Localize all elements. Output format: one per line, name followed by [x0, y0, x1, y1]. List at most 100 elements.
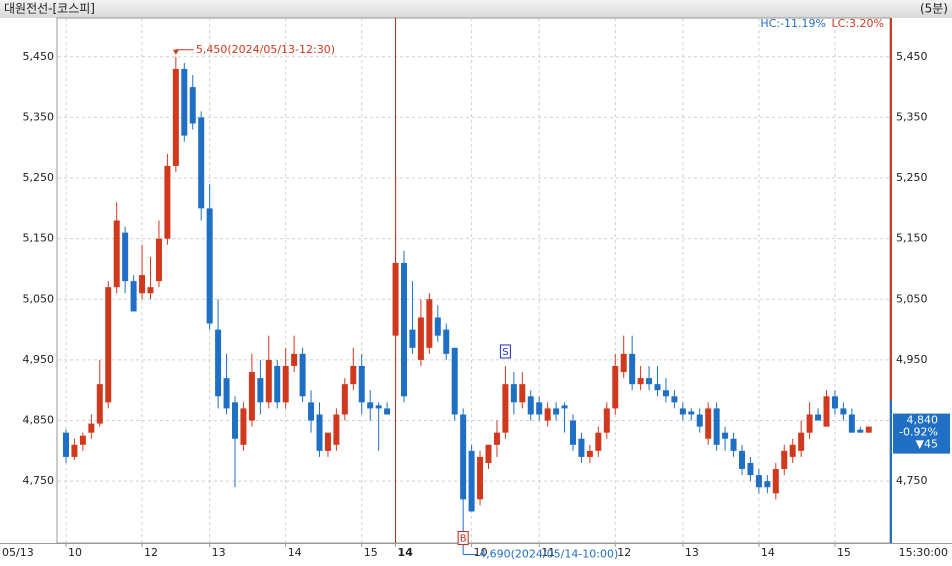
- candle-body: [198, 117, 205, 209]
- candle-body: [96, 384, 103, 424]
- x-tick-label: 10: [68, 546, 82, 559]
- candle-body: [671, 396, 678, 403]
- y-tick-label: 5,150: [23, 232, 55, 245]
- candle-body: [105, 287, 112, 403]
- candle-body: [477, 456, 484, 500]
- candle-body: [603, 408, 610, 433]
- candle-body: [248, 372, 255, 421]
- candle-body: [113, 220, 120, 288]
- price-box-label: 4,840: [907, 414, 939, 427]
- candle-body: [215, 329, 222, 397]
- candle-body: [739, 450, 745, 470]
- x-tick-label: 14: [398, 546, 414, 559]
- candle-body: [375, 405, 382, 409]
- price-box-label: -0.92%: [899, 426, 938, 439]
- annotation: 5,450(2024/05/13-12:30): [196, 43, 335, 56]
- candle-body: [139, 275, 146, 294]
- candle-body: [620, 353, 627, 373]
- signal-label: S: [502, 347, 508, 358]
- candle-body: [88, 423, 95, 433]
- candle-body: [848, 414, 855, 433]
- candle-body: [747, 462, 754, 476]
- x-tick-label: 15: [364, 546, 378, 559]
- candle-body: [122, 232, 129, 282]
- candle-body: [485, 444, 492, 463]
- hc-label: HC:-11.19%: [760, 17, 826, 30]
- x-tick-label: 14: [761, 546, 775, 559]
- candle-body: [865, 426, 872, 433]
- candle-body: [443, 329, 450, 354]
- candle-body: [789, 444, 796, 457]
- y-tick-label: 4,750: [896, 474, 928, 487]
- x-tick-label: 11: [541, 546, 555, 559]
- signal-box: [457, 531, 469, 546]
- candle-body: [629, 353, 636, 385]
- candle-body: [172, 68, 179, 166]
- candle-body: [316, 414, 323, 451]
- x-tick-label: 12: [144, 546, 158, 559]
- candle-body: [155, 238, 162, 282]
- candle-body: [358, 365, 365, 403]
- candle-body: [434, 317, 441, 336]
- y-tick-label: 4,950: [23, 353, 55, 366]
- candle-body: [553, 408, 560, 415]
- chart-title: 대원전선-[코스피]: [4, 2, 95, 16]
- candle-body: [502, 384, 509, 433]
- candle-body: [274, 365, 281, 403]
- candle-body: [781, 450, 788, 470]
- candle-body: [426, 299, 433, 348]
- candle-body: [63, 432, 69, 457]
- candle-body: [164, 165, 171, 239]
- candle-body: [324, 432, 331, 451]
- candle-body: [308, 402, 315, 421]
- candle-body: [654, 384, 661, 391]
- candle-body: [79, 435, 86, 445]
- candle-body: [257, 378, 264, 403]
- candle-body: [637, 378, 644, 385]
- candle-body: [840, 408, 847, 415]
- candle-body: [299, 353, 306, 397]
- candle-body: [730, 438, 737, 451]
- candle-body: [612, 365, 619, 409]
- candle-body: [240, 408, 247, 445]
- y-tick-label: 5,250: [23, 171, 55, 184]
- candle-body: [857, 429, 864, 433]
- y-tick-label: 4,850: [23, 414, 55, 427]
- candle-body: [510, 384, 517, 403]
- candle-body: [561, 405, 568, 409]
- candle-body: [181, 68, 188, 136]
- candle-body: [71, 444, 78, 457]
- candle-body: [544, 408, 551, 421]
- candle-body: [206, 208, 213, 324]
- y-tick-label: 4,750: [23, 474, 55, 487]
- candle-body: [823, 396, 830, 427]
- candle-body: [646, 378, 653, 385]
- candle-body: [460, 414, 467, 500]
- signal-label: B: [460, 534, 467, 545]
- candle-body: [392, 262, 399, 336]
- candle-body: [527, 396, 534, 415]
- y-tick-label: 5,350: [896, 110, 928, 123]
- candle-body: [831, 396, 838, 409]
- candle-body: [713, 408, 720, 445]
- candle-body: [341, 384, 348, 415]
- candle-body: [755, 475, 762, 488]
- candle-body: [705, 408, 712, 439]
- y-tick-label: 5,450: [896, 50, 928, 63]
- candle-body: [815, 414, 822, 421]
- x-tick-label: 13: [212, 546, 226, 559]
- candle-body: [223, 378, 230, 409]
- candle-body: [806, 414, 813, 433]
- candle-body: [570, 420, 576, 445]
- candle-body: [451, 347, 458, 415]
- x-tick-label: 13: [685, 546, 699, 559]
- candle-body: [291, 353, 298, 366]
- candle-body: [384, 408, 391, 415]
- x-end-label: 15:30:00: [899, 546, 948, 559]
- annotation-arrow: [172, 49, 179, 55]
- y-tick-label: 5,050: [23, 292, 55, 305]
- candle-body: [696, 414, 703, 427]
- y-tick-label: 5,450: [23, 50, 55, 63]
- candle-body: [688, 411, 695, 415]
- header-bar: [0, 0, 952, 18]
